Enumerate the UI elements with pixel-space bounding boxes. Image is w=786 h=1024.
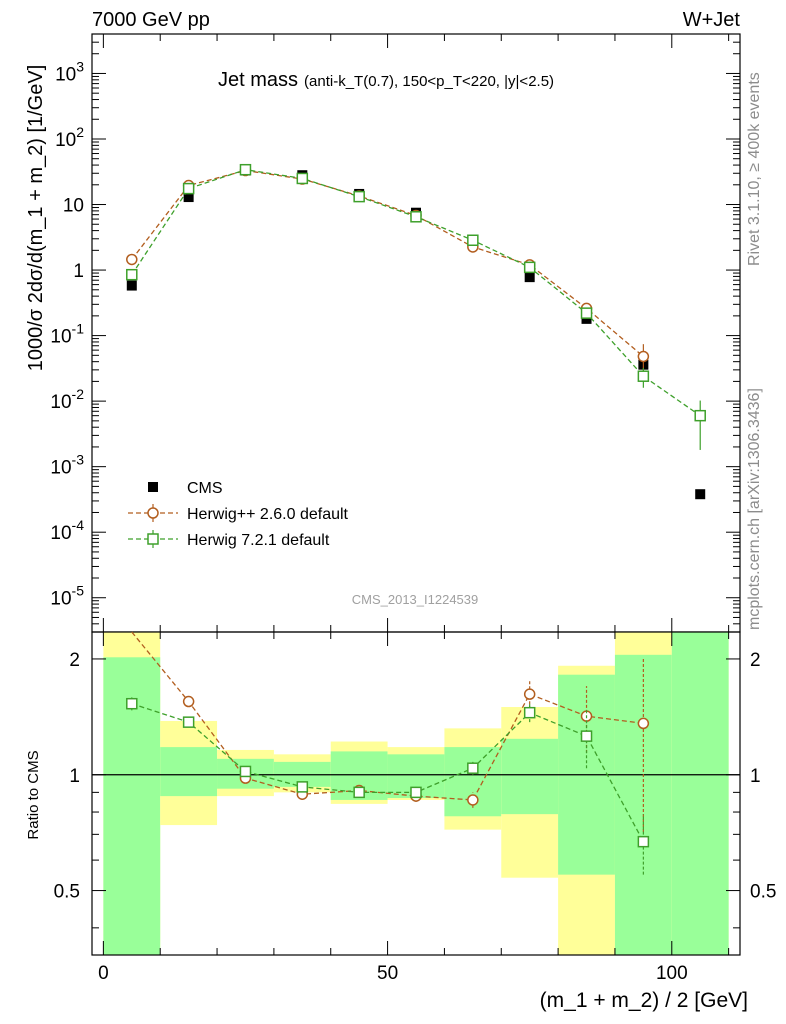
stat-uncertainty-band bbox=[671, 632, 729, 955]
square-marker bbox=[182, 716, 195, 728]
stat-uncertainty-band bbox=[160, 747, 218, 797]
legend-label: Herwig++ 2.6.0 default bbox=[187, 506, 349, 523]
square-marker bbox=[467, 762, 479, 774]
legend: CMS Herwig++ 2.6.0 default Herwig 7.2.1 de… bbox=[128, 480, 349, 549]
square-marker bbox=[637, 370, 650, 382]
circle-marker bbox=[147, 507, 159, 519]
legend-marker bbox=[148, 482, 158, 492]
circle-marker bbox=[523, 688, 536, 700]
x-tick-label: 0 bbox=[98, 963, 109, 984]
data-point bbox=[524, 272, 535, 283]
y-tick-label: 1 bbox=[73, 261, 84, 282]
ratio-y-label: Ratio to CMS bbox=[25, 750, 42, 839]
square-marker bbox=[126, 268, 138, 281]
mcplots-label: mcplots.cern.ch [arXiv:1306.3436] bbox=[746, 388, 763, 630]
chart-title-main: Jet mass bbox=[218, 69, 298, 91]
circle-marker bbox=[467, 794, 479, 806]
y-tick-label: 102 bbox=[55, 124, 84, 151]
square-marker bbox=[296, 172, 309, 185]
circle-marker bbox=[126, 253, 138, 266]
square-marker bbox=[182, 182, 195, 195]
square-marker bbox=[523, 261, 536, 274]
main-panel: 10-5 10-4 10-3 10-2 10-1 1 10 102 103 bbox=[50, 33, 741, 633]
series-open-circle bbox=[126, 164, 650, 379]
analysis-id: CMS_2013_I1224539 bbox=[352, 592, 479, 607]
circle-marker bbox=[637, 350, 650, 363]
ratio-y-tick-label: 1 bbox=[750, 766, 761, 787]
x-axis-label: (m_1 + m_2) / 2 [GeV] bbox=[540, 989, 748, 1012]
square-marker bbox=[410, 786, 422, 799]
x-tick-label: 100 bbox=[656, 963, 688, 984]
stat-uncertainty-band bbox=[501, 738, 559, 815]
ratio-y-tick-label: 2 bbox=[69, 650, 80, 671]
data-point bbox=[183, 192, 194, 203]
circle-marker bbox=[637, 717, 650, 730]
square-marker bbox=[296, 781, 309, 793]
square-marker bbox=[467, 234, 479, 247]
y-tick-label: 10-2 bbox=[50, 386, 84, 413]
ratio-y-tick-label: 0.5 bbox=[54, 882, 80, 903]
y-tick-label: 103 bbox=[55, 58, 84, 85]
ratio-y-tick-label: 2 bbox=[750, 650, 761, 671]
y-tick-label: 10 bbox=[63, 196, 84, 217]
square-marker bbox=[580, 307, 593, 319]
ratio-frame bbox=[91, 631, 741, 956]
data-point bbox=[126, 280, 137, 291]
y-tick-label: 10-4 bbox=[50, 517, 84, 544]
data-point bbox=[695, 489, 706, 500]
square-marker bbox=[239, 765, 252, 778]
header-right: W+Jet bbox=[683, 9, 741, 31]
main-y-label: 1000/σ 2dσ/d(m_1 + m_2) [1/GeV] bbox=[25, 65, 47, 372]
square-marker bbox=[147, 533, 159, 545]
square-marker bbox=[126, 697, 138, 710]
series-open-square bbox=[126, 163, 706, 450]
chart-subtitle: (anti-k_T(0.7), 150<p_T<220, |y|<2.5) bbox=[304, 73, 554, 90]
x-tick-label: 50 bbox=[377, 963, 398, 984]
y-tick-label: 10-1 bbox=[50, 321, 84, 348]
square-marker bbox=[239, 163, 252, 176]
square-marker bbox=[353, 190, 365, 203]
square-marker bbox=[637, 835, 650, 848]
ratio-panel: 0 50 100 0.5 0.5 1 1 2 2 bbox=[54, 631, 776, 984]
series-line bbox=[131, 169, 701, 417]
ratio-line bbox=[131, 631, 644, 801]
square-marker bbox=[694, 409, 706, 422]
legend-label: Herwig 7.2.1 default bbox=[187, 532, 330, 549]
ratio-y-tick-label: 1 bbox=[69, 766, 80, 787]
legend-label: CMS bbox=[187, 480, 223, 497]
ratio-line bbox=[131, 703, 644, 842]
ratio-y-tick-label: 0.5 bbox=[750, 882, 776, 903]
chart-title: Jet mass (anti-k_T(0.7), 150<p_T<220, |y|… bbox=[218, 69, 554, 91]
y-tick-label: 10-3 bbox=[50, 452, 84, 479]
square-marker bbox=[353, 786, 365, 799]
rivet-label: Rivet 3.1.10, ≥ 400k events bbox=[746, 72, 763, 266]
ratio-series bbox=[126, 697, 650, 875]
header-left: 7000 GeV pp bbox=[92, 9, 210, 31]
y-tick-label: 10-5 bbox=[50, 583, 84, 610]
square-marker bbox=[580, 730, 593, 742]
circle-marker bbox=[182, 695, 195, 708]
square-marker bbox=[523, 706, 536, 719]
series-line bbox=[131, 169, 644, 357]
square-marker bbox=[410, 211, 422, 223]
